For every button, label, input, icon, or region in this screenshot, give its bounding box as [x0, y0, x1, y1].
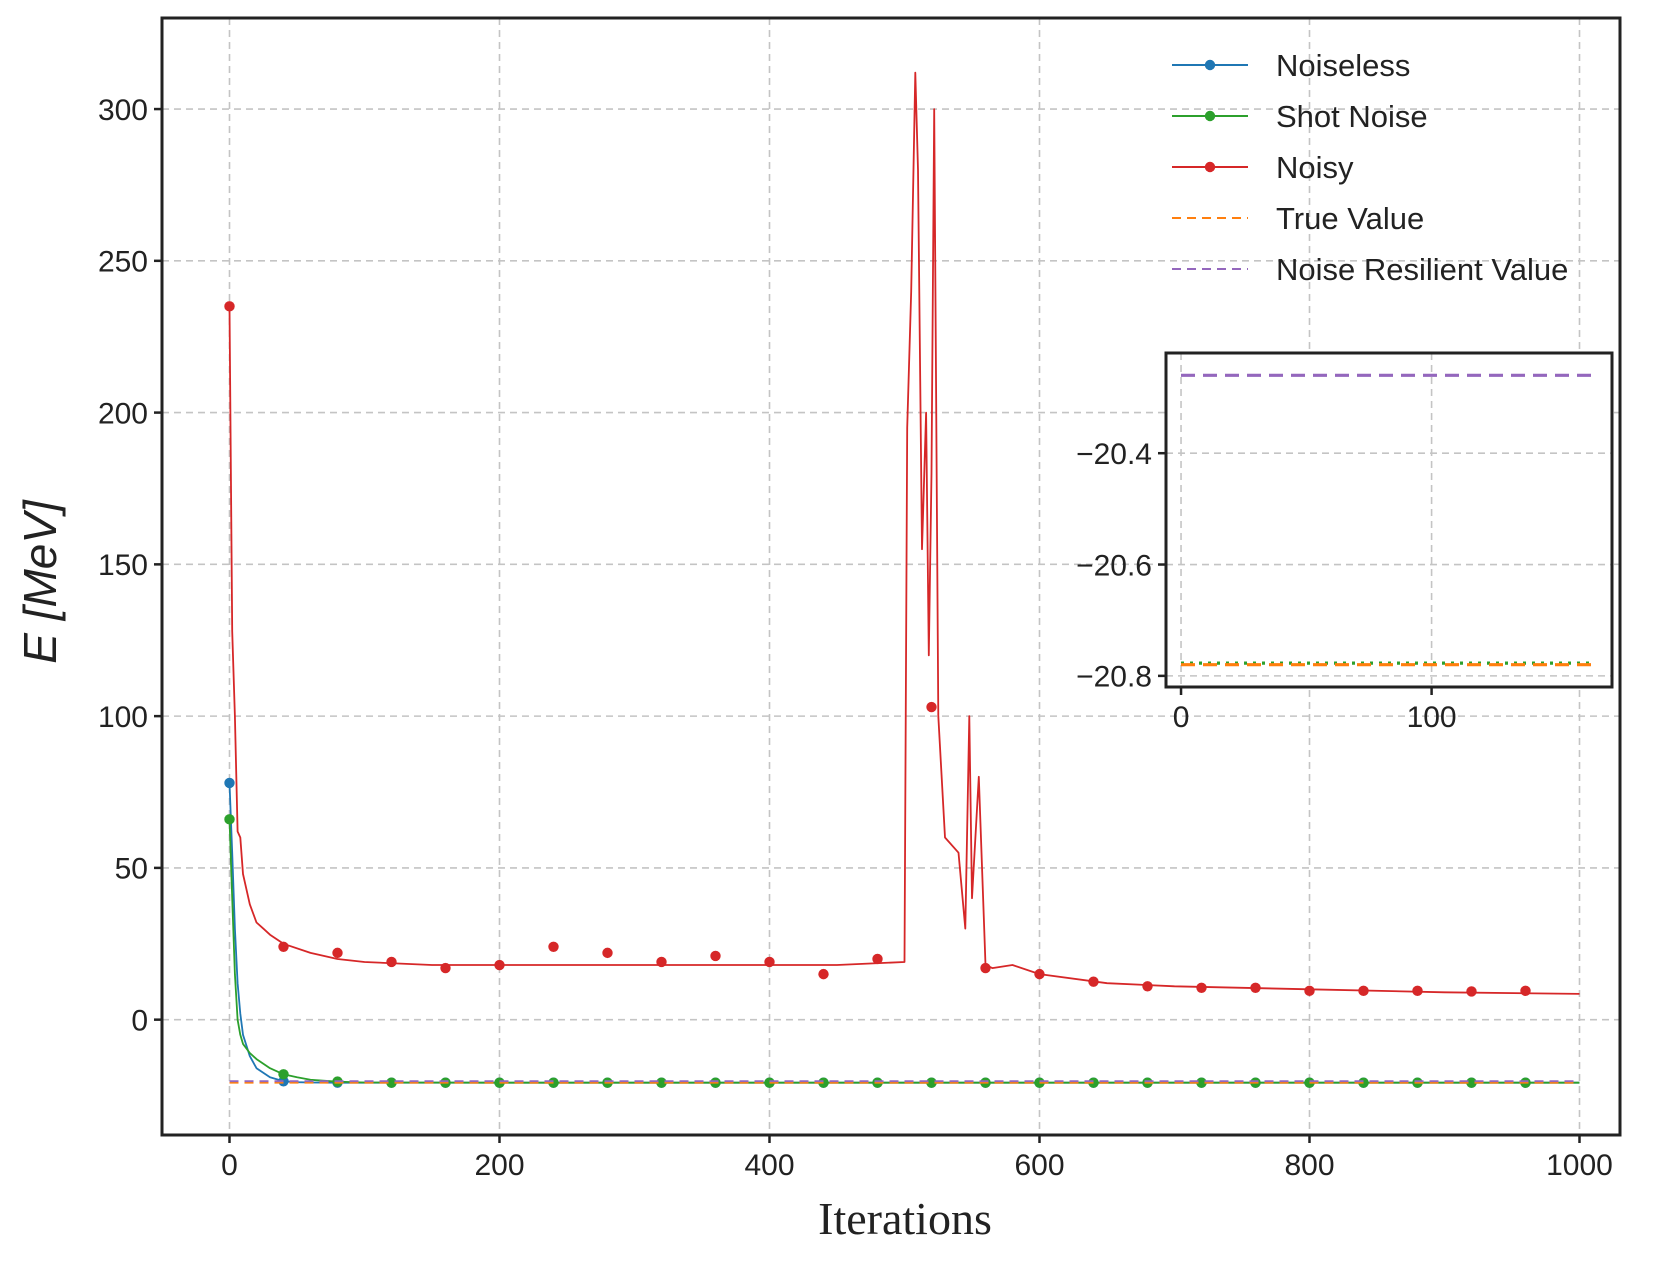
legend-noisy-label: Noisy	[1276, 150, 1354, 185]
y-tick-label: −20.6	[1076, 549, 1152, 582]
noisy-marker	[386, 956, 397, 968]
noisy-marker	[1412, 985, 1423, 997]
inset-grid	[1166, 353, 1612, 687]
inset-axes-frame	[1164, 351, 1614, 689]
x-tick-label: 0	[1173, 701, 1190, 734]
legend: Noiseless Shot Noise Noisy True Value Noise …	[1172, 48, 1568, 287]
shot-noise-marker	[1196, 1077, 1207, 1088]
noisy-marker	[1466, 986, 1477, 997]
shot-noise-marker	[386, 1077, 397, 1088]
inset-ticks: 0 100 −20.4 −20.6 −20.8	[1076, 438, 1457, 734]
legend-noisy-marker	[1204, 161, 1216, 173]
inset-series	[1181, 373, 1595, 667]
noisy-marker	[1088, 976, 1099, 987]
noisy-marker	[1142, 981, 1153, 992]
x-tick-label: 600	[1014, 1149, 1064, 1182]
noisy-marker	[548, 941, 559, 953]
y-tick-label: 300	[98, 94, 148, 127]
noisy-marker	[818, 968, 829, 980]
noisy-marker	[494, 959, 505, 971]
noisy-marker	[278, 941, 289, 953]
noisy-marker	[332, 947, 343, 959]
noisy-marker	[224, 301, 235, 312]
x-tick-label: 100	[1407, 701, 1457, 734]
x-tick-label: 800	[1284, 1149, 1334, 1182]
noisy-marker	[1304, 985, 1315, 997]
legend-shot-noise-label: Shot Noise	[1276, 99, 1428, 134]
y-tick-label: 150	[98, 549, 148, 582]
y-tick-label: 250	[98, 246, 148, 279]
noisy-marker	[1250, 982, 1261, 993]
legend-noiseless-marker	[1204, 59, 1216, 71]
y-tick-label: 50	[115, 853, 148, 886]
y-axis-label: E [MeV]	[14, 499, 66, 664]
noisy-marker	[764, 956, 775, 968]
legend-noiseless-label: Noiseless	[1276, 48, 1410, 83]
main-series	[224, 71, 1580, 1088]
y-tick-label: −20.8	[1076, 661, 1152, 694]
noisy-marker	[1520, 985, 1531, 997]
y-tick-label: −20.4	[1076, 438, 1152, 471]
noisy-marker	[602, 947, 613, 959]
inset-chart: 0 100 −20.4 −20.6 −20.8	[1076, 351, 1614, 734]
noisy-marker	[656, 956, 667, 968]
noisy-marker	[1358, 985, 1369, 997]
y-tick-label: 200	[98, 397, 148, 430]
noisy-marker	[1034, 968, 1045, 980]
noisy-marker	[872, 953, 883, 965]
x-tick-label: 1000	[1546, 1149, 1613, 1182]
shot-noise-marker	[1466, 1077, 1477, 1088]
noisy-marker	[710, 950, 721, 962]
noisy-marker	[926, 701, 937, 713]
shot-noise-marker	[278, 1069, 289, 1080]
noisy-marker	[980, 962, 991, 974]
noisy-marker	[440, 962, 451, 974]
noisy-marker	[1196, 982, 1207, 993]
x-tick-label: 200	[474, 1149, 524, 1182]
shot-noise-marker	[926, 1077, 937, 1088]
y-tick-label: 100	[98, 701, 148, 734]
inset-background	[1166, 353, 1612, 687]
main-axes-frame	[160, 16, 1622, 1137]
legend-shot-noise-marker	[1204, 110, 1216, 122]
x-axis-label: Iterations	[818, 1193, 992, 1244]
main-grid	[162, 18, 1620, 1135]
shot-noise-marker	[656, 1077, 667, 1088]
legend-noise-resilient-value-label: Noise Resilient Value	[1276, 252, 1568, 287]
x-tick-label: 400	[744, 1149, 794, 1182]
noiseless-marker	[224, 777, 235, 789]
shot-noise-marker	[224, 814, 235, 825]
legend-true-value-label: True Value	[1276, 201, 1424, 236]
x-tick-label: 0	[221, 1149, 238, 1182]
y-tick-label: 0	[131, 1004, 148, 1037]
